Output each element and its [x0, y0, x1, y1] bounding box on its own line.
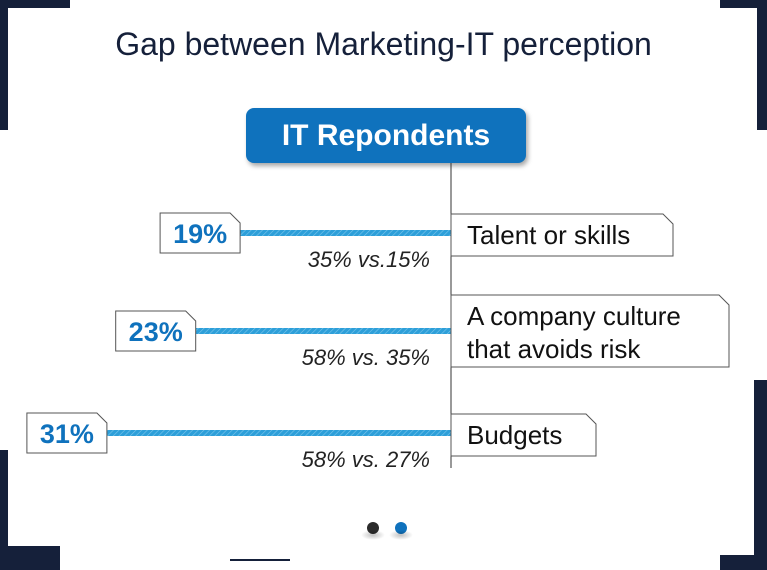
category-label-box: [450, 294, 730, 368]
category-label: Talent or skills: [467, 220, 630, 250]
page-dot-1[interactable]: [361, 522, 385, 540]
category-label: A company culture that avoids risk: [467, 301, 681, 364]
comparison-label: 58% vs. 35%: [302, 345, 430, 370]
bar: [195, 328, 451, 334]
data-label: 31%: [40, 419, 94, 449]
pagination-dots: [361, 522, 422, 542]
page-dot-2-active[interactable]: [389, 522, 413, 540]
bar: [106, 430, 452, 436]
bar: [240, 230, 451, 236]
respondent-badge: IT Repondents: [246, 108, 526, 163]
category-label-box: [450, 213, 674, 257]
category-label: Budgets: [467, 420, 562, 450]
value-label-box: [159, 212, 241, 254]
comparison-label: 35% vs.15%: [308, 247, 430, 272]
category-label-box: [450, 413, 597, 457]
comparison-label: 58% vs. 27%: [302, 447, 430, 472]
value-label-box: [26, 412, 108, 454]
value-label-box: [115, 310, 197, 352]
chart-title: Gap between Marketing-IT perception: [115, 26, 652, 62]
data-label: 23%: [129, 317, 183, 347]
data-label: 19%: [173, 219, 227, 249]
